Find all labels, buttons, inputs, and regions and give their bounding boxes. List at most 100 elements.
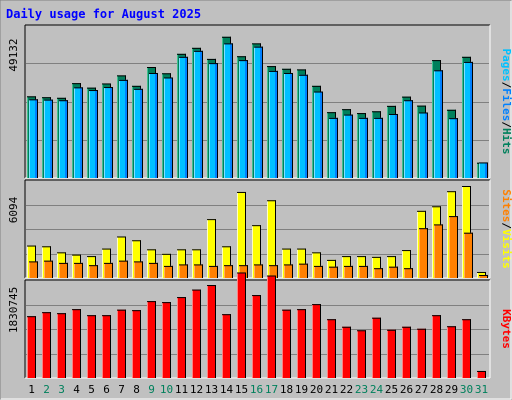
kbytes-bar (237, 272, 246, 378)
day-label: 7 (118, 383, 125, 396)
day-label: 28 (430, 383, 443, 396)
files-bar-face (420, 113, 425, 178)
files-bar-face (435, 71, 440, 178)
visits-bar (252, 225, 261, 278)
files-bar-face (60, 101, 65, 178)
files-bar-face (300, 75, 305, 178)
day-label: 11 (175, 383, 188, 396)
day-label: 10 (160, 383, 173, 396)
sites-bar (464, 232, 473, 278)
sites-bar (209, 265, 218, 278)
day-label: 17 (265, 383, 278, 396)
sites-bar (374, 268, 383, 278)
kbytes-bar (372, 317, 381, 378)
sites-bar (164, 265, 173, 278)
kbytes-bar (222, 314, 231, 378)
visits-bar (192, 249, 201, 278)
kbytes-bar (192, 289, 201, 378)
visits-bar (402, 250, 411, 278)
files-bar-face (375, 118, 380, 178)
files-bar-face (345, 115, 350, 178)
day-label: 15 (235, 383, 248, 396)
sites-bar (74, 262, 83, 278)
day-label: 27 (415, 383, 428, 396)
day-label: 29 (445, 383, 458, 396)
visits-bar (297, 248, 306, 278)
sites-bar (359, 265, 368, 278)
files-bar-face (285, 73, 290, 178)
day-label: 13 (205, 383, 218, 396)
hits-panel: 49132 Pages/Files/Hits (7, 24, 512, 179)
kbytes-bar (342, 326, 351, 378)
files-bar-face (450, 119, 455, 178)
visits-bar (282, 248, 291, 278)
sites-bar (314, 265, 323, 278)
day-label: 30 (460, 383, 473, 396)
kbytes-panel: 1830745 KBytes (7, 272, 512, 379)
hits-legend: Pages/Files/Hits (500, 49, 512, 155)
kbytes-bar (357, 330, 366, 378)
files-bar-face (390, 114, 395, 178)
day-label: 24 (370, 383, 384, 396)
files-bar-face (480, 163, 485, 178)
files-bar-face (105, 88, 110, 178)
files-bar-face (315, 92, 320, 178)
visits-bar (267, 200, 276, 278)
sites-bar (179, 264, 188, 278)
hits-legend-separator: / (500, 121, 512, 128)
kbytes-bar (117, 309, 126, 378)
day-label: 9 (148, 383, 155, 396)
sites-bar (194, 264, 203, 278)
kbytes-bar (387, 329, 396, 378)
files-bar-face (120, 80, 125, 178)
kbytes-legend: KBytes (500, 309, 512, 349)
kbytes-bar (402, 326, 411, 378)
visits-bar (312, 252, 321, 278)
files-bar-face (195, 51, 200, 179)
day-label: 16 (250, 383, 263, 396)
day-label: 4 (73, 383, 80, 396)
visits-bar (372, 256, 381, 278)
kbytes-bar (327, 319, 336, 378)
files-bar-face (90, 91, 95, 178)
sites-bar (104, 262, 113, 278)
hits-legend-files: Files (500, 88, 512, 121)
kbytes-bar (102, 315, 111, 378)
day-label: 1 (28, 383, 35, 396)
sites-bar (44, 260, 53, 278)
files-bar-face (405, 101, 410, 178)
visits-legend-sep: / (500, 222, 512, 229)
sites-bar (89, 265, 98, 278)
sites-bar (329, 266, 338, 278)
sites-bar (254, 264, 263, 278)
files-bar-face (135, 89, 140, 178)
sites-bar (239, 265, 248, 278)
day-label: 3 (58, 383, 65, 396)
files-bar-face (270, 71, 275, 178)
visits-bar (462, 186, 471, 278)
day-label: 31 (475, 383, 488, 396)
sites-bar (344, 265, 353, 278)
day-label: 6 (103, 383, 110, 396)
kbytes-bar (177, 297, 186, 378)
kbytes-bar (462, 319, 471, 378)
kbytes-bar (417, 328, 426, 378)
sites-bar (449, 216, 458, 278)
day-label: 22 (340, 383, 353, 396)
kbytes-bar (297, 309, 306, 378)
kbytes-bar (432, 315, 441, 378)
files-bar-face (255, 47, 260, 178)
kbytes-bar (267, 275, 276, 378)
kbytes-bar (207, 285, 216, 378)
kbytes-bar (282, 309, 291, 378)
sites-bar (434, 224, 443, 278)
visits-bar (222, 246, 231, 278)
kbytes-max-label: 1830745 (7, 287, 20, 333)
kbytes-bar (252, 295, 261, 378)
day-label: 25 (385, 383, 398, 396)
kbytes-bar (87, 315, 96, 378)
kbytes-bar (57, 313, 66, 378)
files-bar-face (180, 57, 185, 178)
visits-bar (132, 240, 141, 278)
